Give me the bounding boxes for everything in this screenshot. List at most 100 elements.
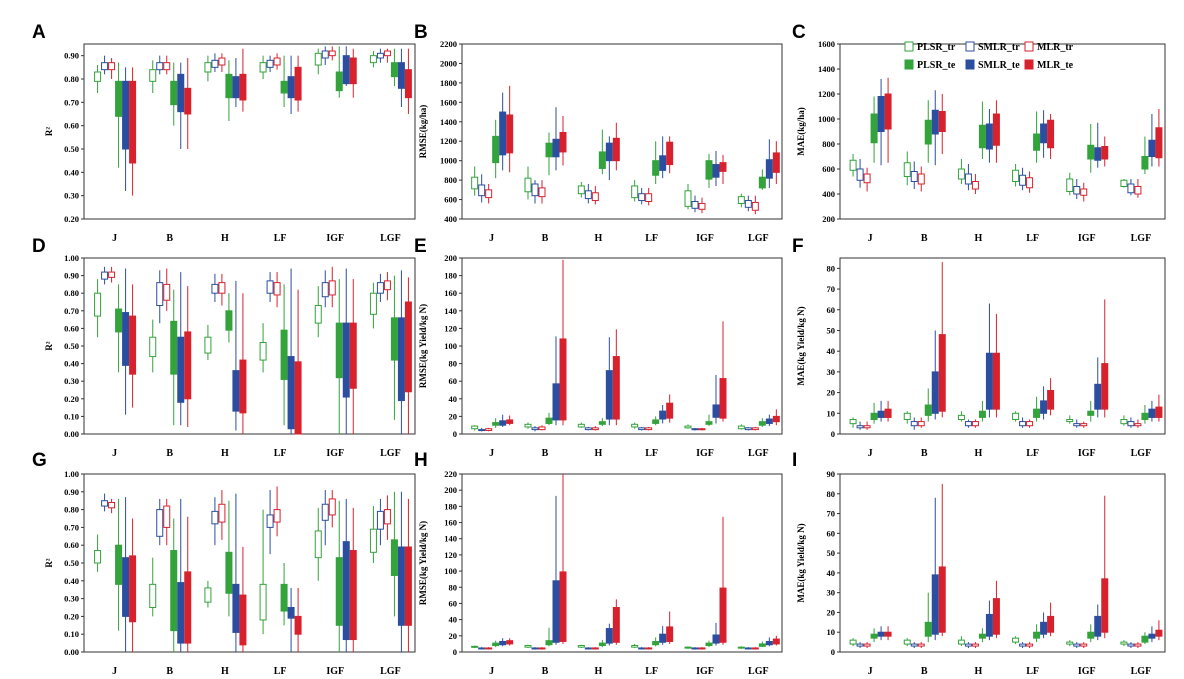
category-label: LF [645, 233, 658, 244]
box-SMLR_te [397, 546, 405, 626]
box-SMLR_tr [211, 283, 219, 294]
legend-label: PLSR_te [917, 60, 956, 71]
y-axis-label: R² [44, 558, 54, 567]
box-MLR_te [404, 546, 412, 626]
box-MLR_te [129, 80, 137, 164]
y-tick-label: 1400 [818, 64, 835, 74]
box-SMLR_te [177, 336, 185, 403]
box-SMLR_tr [156, 62, 164, 71]
box-PLSR_te [1141, 156, 1149, 170]
legend-label: SMLR_te [978, 60, 1020, 71]
box-SMLR_tr [1127, 643, 1135, 647]
box-PLSR_tr [204, 587, 212, 603]
box-PLSR_tr [957, 414, 965, 421]
y-tick-label: 80 [827, 489, 836, 499]
category-label: B [542, 233, 549, 244]
category-label: H [221, 448, 229, 459]
box-SMLR_tr [1019, 643, 1027, 647]
box-SMLR_te [931, 574, 939, 635]
box-MLR_te [772, 152, 780, 173]
box-SMLR_tr [1019, 174, 1027, 186]
box-MLR_tr [1134, 423, 1142, 427]
box-MLR_tr [218, 57, 226, 66]
box-PLSR_te [390, 317, 398, 361]
plot-frame [461, 257, 783, 435]
y-tick-label: 10 [827, 627, 836, 637]
y-tick-label: 0.10 [64, 411, 79, 421]
box-SMLR_tr [321, 282, 329, 298]
y-tick-label: 0.20 [64, 394, 79, 404]
category-label: H [594, 448, 602, 459]
category-label: J [112, 448, 117, 459]
box-MLR_tr [917, 421, 925, 427]
box-PLSR_tr [149, 336, 157, 358]
category-label: LGF [380, 233, 401, 244]
box-PLSR_tr [94, 292, 102, 317]
box-MLR_te [294, 66, 302, 101]
box-SMLR_te [287, 76, 295, 99]
box-PLSR_te [492, 422, 500, 426]
box-MLR_te [1155, 629, 1163, 637]
box-PLSR_tr [631, 185, 639, 199]
box-PLSR_te [924, 621, 932, 637]
legend-label: MLR_tr [1037, 42, 1074, 53]
box-SMLR_tr [321, 503, 329, 521]
box-SMLR_te [232, 370, 240, 412]
category-label: LGF [380, 448, 401, 459]
box-SMLR_tr [910, 421, 918, 427]
box-PLSR_tr [471, 425, 479, 430]
box-PLSR_te [652, 640, 660, 646]
y-tick-label: 0.80 [64, 74, 79, 84]
box-MLR_tr [1026, 643, 1034, 647]
y-tick-label: 0 [453, 647, 457, 657]
panel-label: B [414, 22, 428, 43]
box-MLR_te [404, 69, 412, 99]
box-MLR_te [938, 566, 946, 633]
box-SMLR_te [232, 76, 240, 99]
legend-swatch [904, 59, 914, 70]
box-SMLR_te [985, 352, 993, 410]
y-tick-label: 0 [453, 429, 457, 439]
category-label: LF [1026, 666, 1039, 677]
box-SMLR_tr [856, 168, 864, 181]
box-SMLR_te [877, 96, 885, 132]
y-tick-label: 800 [822, 139, 835, 149]
category-label: B [921, 666, 928, 677]
box-MLR_te [938, 111, 946, 132]
category-label: LGF [748, 448, 769, 459]
box-PLSR_te [335, 557, 343, 626]
category-label: H [594, 233, 602, 244]
box-MLR_tr [273, 282, 281, 296]
box-SMLR_tr [531, 183, 539, 197]
box-SMLR_tr [964, 173, 972, 185]
box-SMLR_tr [691, 647, 699, 650]
category-label: LGF [748, 666, 769, 677]
category-label: IGF [696, 666, 714, 677]
box-PLSR_tr [149, 69, 157, 82]
y-axis-label: RMSE(kg/ha) [418, 105, 428, 159]
box-PLSR_tr [94, 550, 102, 564]
box-PLSR_tr [903, 639, 911, 645]
y-tick-label: 90 [827, 469, 836, 479]
box-SMLR_te [499, 420, 507, 426]
y-tick-label: 0.10 [64, 629, 79, 639]
box-PLSR_te [705, 642, 713, 647]
box-SMLR_tr [156, 282, 164, 307]
box-PLSR_tr [1120, 179, 1128, 187]
box-PLSR_te [978, 124, 986, 149]
box-PLSR_te [652, 160, 660, 176]
box-PLSR_tr [737, 646, 745, 649]
box-MLR_tr [328, 498, 336, 516]
box-MLR_te [1101, 146, 1109, 160]
box-PLSR_tr [957, 639, 965, 645]
legend-label: MLR_te [1037, 60, 1074, 71]
box-SMLR_tr [211, 510, 219, 525]
box-SMLR_te [552, 383, 560, 421]
category-label: LGF [1131, 233, 1152, 244]
box-MLR_tr [163, 283, 171, 301]
box-MLR_tr [698, 647, 706, 650]
box-MLR_tr [218, 503, 226, 523]
category-label: H [221, 666, 229, 677]
box-SMLR_te [1040, 123, 1048, 144]
